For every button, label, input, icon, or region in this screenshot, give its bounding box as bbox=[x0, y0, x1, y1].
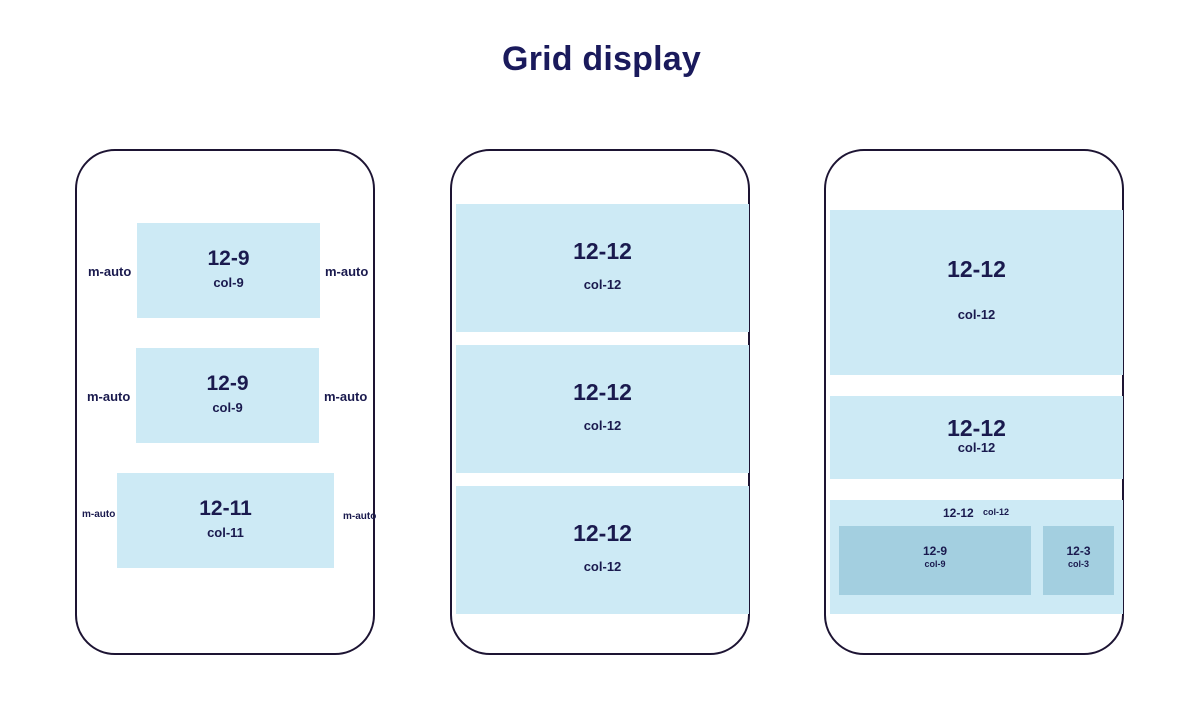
margin-right-label: m-auto bbox=[325, 264, 369, 279]
box-label: 12-12 bbox=[573, 379, 632, 405]
nested-box-label: 12-9 bbox=[922, 544, 948, 558]
phone-frame-2: 12-12 col-12 12-12 col-12 12-12 col-12 bbox=[450, 149, 750, 655]
box-col-label: col-12 bbox=[583, 559, 622, 574]
margin-left-label: m-auto bbox=[87, 389, 131, 404]
grid-box-12-12: 12-12 col-12 bbox=[830, 396, 1123, 479]
grid-box-12-12: 12-12 col-12 bbox=[456, 486, 749, 614]
phone-frame-1: m-auto 12-9 col-9 m-auto m-auto 12-9 col… bbox=[75, 149, 377, 655]
grid-box-12-12-nested: 12-12 col-12 12-9 col-9 12-3 col-3 bbox=[830, 500, 1123, 614]
margin-right-label: m-auto bbox=[343, 511, 377, 522]
box-col-label: col-9 bbox=[212, 400, 243, 415]
nested-box-label: 12-3 bbox=[1066, 544, 1091, 558]
box-label: 12-9 bbox=[207, 247, 250, 270]
box-col-label: col-9 bbox=[213, 275, 244, 290]
grid-box-12-12: 12-12 col-12 bbox=[830, 210, 1123, 375]
grid-box-12-12: 12-12 col-12 bbox=[456, 204, 749, 332]
box-label: 12-12 bbox=[573, 520, 632, 546]
box-col-label: col-12 bbox=[957, 440, 996, 455]
box-col-label: col-12 bbox=[583, 418, 622, 433]
grid-box-12-9: 12-9 col-9 bbox=[136, 348, 319, 443]
margin-left-label: m-auto bbox=[82, 509, 116, 520]
grid-box-12-12: 12-12 col-12 bbox=[456, 345, 749, 473]
margin-right-label: m-auto bbox=[324, 389, 368, 404]
box-col-label: col-12 bbox=[983, 507, 1010, 517]
box-label: 12-11 bbox=[199, 497, 252, 520]
box-label: 12-12 bbox=[947, 256, 1006, 282]
box-label: 12-12 bbox=[947, 415, 1006, 441]
box-label: 12-12 bbox=[943, 506, 974, 520]
nested-box-col-label: col-3 bbox=[1067, 559, 1089, 569]
nested-box-col-label: col-9 bbox=[924, 559, 946, 569]
box-col-label: col-12 bbox=[583, 277, 622, 292]
box-col-label: col-11 bbox=[207, 525, 244, 540]
box-col-label: col-12 bbox=[957, 307, 996, 322]
box-label: 12-9 bbox=[206, 372, 249, 395]
grid-box-12-11: 12-11 col-11 bbox=[117, 473, 334, 568]
phone-frame-3: 12-12 col-12 12-12 col-12 12-12 col-12 1… bbox=[824, 149, 1124, 655]
nested-box-12-9: 12-9 col-9 bbox=[839, 526, 1031, 595]
box-label: 12-12 bbox=[573, 238, 632, 264]
nested-box-12-3: 12-3 col-3 bbox=[1043, 526, 1114, 595]
grid-box-12-9: 12-9 col-9 bbox=[137, 223, 320, 318]
margin-left-label: m-auto bbox=[88, 264, 132, 279]
page-title: Grid display bbox=[502, 40, 701, 78]
